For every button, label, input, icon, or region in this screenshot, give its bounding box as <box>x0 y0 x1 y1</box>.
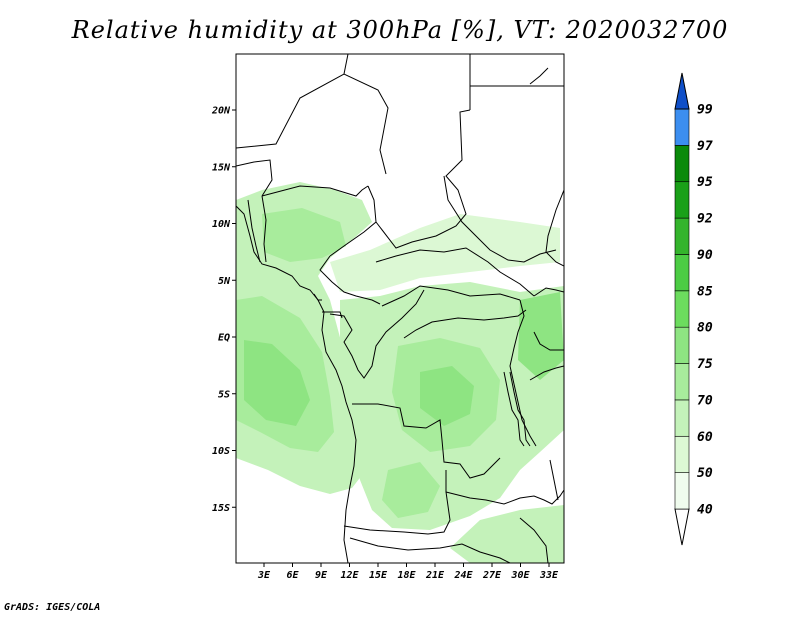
humidity-patch-4 <box>420 366 474 426</box>
lon-tick-label: 21E <box>425 570 445 581</box>
border-car-south <box>381 285 521 307</box>
colorbar-label: 60 <box>697 430 713 445</box>
colorbar-label: 85 <box>697 284 713 299</box>
border-ethiopia <box>545 189 564 267</box>
humidity-field <box>236 182 564 563</box>
humidity-patch-7 <box>382 462 440 518</box>
colorbar-label: 95 <box>697 175 713 190</box>
border-libya-chad <box>343 54 349 75</box>
humidity-patch-6 <box>518 292 564 380</box>
border-drc-east <box>509 299 537 447</box>
colorbar-label: 97 <box>697 139 713 154</box>
lon-tick-label: 6E <box>286 570 299 581</box>
colorbar-label: 90 <box>697 248 713 263</box>
lon-tick-label: 3E <box>257 570 271 581</box>
lat-tick-label: 5S <box>218 389 230 400</box>
border-gabon-cameroon <box>322 311 343 319</box>
colorbar-segment-1 <box>674 435 690 473</box>
lon-tick-label: 33E <box>539 570 559 581</box>
border-chad-west <box>329 185 377 257</box>
colorbar-segment-0 <box>674 472 690 510</box>
border-eq-guinea <box>313 293 322 301</box>
lat-tick-label: EQ <box>218 333 230 344</box>
border-congo-gabon <box>329 289 425 379</box>
colorbar: 40 50 60 70 75 80 85 90 92 95 97 99 <box>674 72 713 546</box>
colorbar-segment-10 <box>674 108 690 146</box>
border-cameroon <box>319 255 381 305</box>
colorbar-label: 50 <box>697 466 713 481</box>
humidity-band-southeast <box>450 505 564 563</box>
lon-tick-label: 24E <box>453 570 473 581</box>
border-benin-nigeria <box>261 195 267 263</box>
grads-credit: GrADS: IGES/COLA <box>4 602 101 613</box>
colorbar-label: 75 <box>697 357 713 372</box>
border-tanzania <box>529 365 564 381</box>
border-chad-east <box>375 109 471 249</box>
humidity-patch-5 <box>262 208 346 262</box>
country-borders <box>236 54 564 563</box>
lat-tick-label: 20N <box>211 106 231 117</box>
border-kenya <box>533 331 564 351</box>
colorbar-segment-2 <box>674 399 690 437</box>
border-lake-malawi <box>549 459 559 501</box>
map-frame <box>235 53 565 564</box>
colorbar-segment-3 <box>674 363 690 401</box>
colorbar-under-arrow <box>674 508 690 546</box>
colorbar-label: 80 <box>697 321 713 336</box>
lat-tick-label: 10S <box>212 446 230 457</box>
border-nigeria-north <box>261 185 369 197</box>
colorbar-segment-7 <box>674 217 690 255</box>
colorbar-segment-8 <box>674 181 690 219</box>
lon-tick-label: 12E <box>340 570 359 581</box>
border-namibia <box>349 537 511 563</box>
colorbar-segment-4 <box>674 326 690 364</box>
humidity-band-north <box>330 214 560 292</box>
lon-axis: 3E 6E 9E 12E 15E 18E 21E 24E 27E 30E 33E <box>257 563 559 581</box>
lon-tick-label: 30E <box>510 570 530 581</box>
lat-tick-label: 10N <box>212 219 231 230</box>
border-lake-tanganyika-east <box>509 371 531 447</box>
lat-tick-label: 15S <box>212 503 230 514</box>
lon-tick-label: 9E <box>315 570 328 581</box>
border-drc-angola <box>352 403 501 479</box>
colorbar-label: 70 <box>697 393 713 408</box>
colorbar-segment-5 <box>674 290 690 328</box>
border-angola-south <box>343 470 451 535</box>
border-zambia <box>445 489 564 505</box>
border-drc-north <box>403 309 527 339</box>
chart-title: Relative humidity at 300hPa [%], VT: 202… <box>71 16 729 44</box>
border-uganda <box>533 287 564 297</box>
lon-tick-label: 18E <box>397 570 416 581</box>
colorbar-over-arrow <box>674 72 690 110</box>
colorbar-label: 92 <box>697 212 713 227</box>
border-mozambique <box>519 517 549 563</box>
lon-tick-label: 15E <box>369 570 388 581</box>
border-togo-benin <box>247 199 261 263</box>
colorbar-segment-9 <box>674 145 690 183</box>
border-lake-tanganyika <box>503 371 525 447</box>
border-red-sea <box>529 67 549 85</box>
border-libya-niger <box>236 73 389 175</box>
lat-axis: 20N 15N 10N 5N EQ 5S 10S 15S <box>211 106 236 514</box>
border-car-north <box>375 247 535 297</box>
border-burkina-niger <box>236 159 273 197</box>
colorbar-label: 99 <box>697 103 713 118</box>
border-sudan-south-sudan <box>443 175 557 263</box>
colorbar-label: 40 <box>697 503 713 518</box>
lat-tick-label: 15N <box>212 162 231 173</box>
humidity-patch-2 <box>244 340 310 426</box>
colorbar-segment-6 <box>674 254 690 292</box>
lon-tick-label: 27E <box>482 570 502 581</box>
lat-tick-label: 5N <box>218 276 231 287</box>
